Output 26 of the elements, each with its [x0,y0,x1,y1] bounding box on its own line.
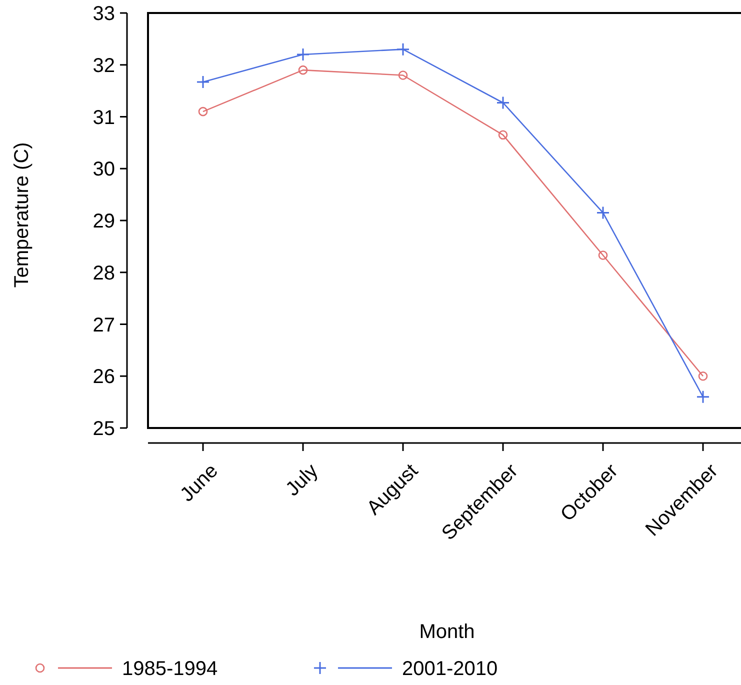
point [198,106,208,116]
point [596,206,610,220]
y-tick-label: 28 [92,262,115,284]
point [498,130,508,140]
point [496,96,510,110]
point [196,75,210,89]
y-tick-label: 25 [92,418,115,440]
point [396,42,410,56]
point [296,48,310,62]
x-tick-label: July [282,460,322,501]
y-tick-label: 26 [92,366,115,388]
y-tick-label: 30 [92,158,115,181]
point [598,250,608,260]
point [398,70,408,80]
x-axis-title: Month [419,621,475,643]
y-axis-title: Temperature (C) [11,142,33,288]
legend-label: 2001-2010 [402,658,498,680]
y-tick-label: 32 [92,54,115,77]
point [698,371,708,381]
legend-label: 1985-1994 [122,658,218,680]
point [696,390,710,404]
y-tick-label: 29 [92,210,115,232]
y-tick-label: 27 [92,314,115,336]
y-tick-label: 31 [92,106,115,129]
point [298,65,308,75]
y-tick-label: 33 [92,3,115,25]
